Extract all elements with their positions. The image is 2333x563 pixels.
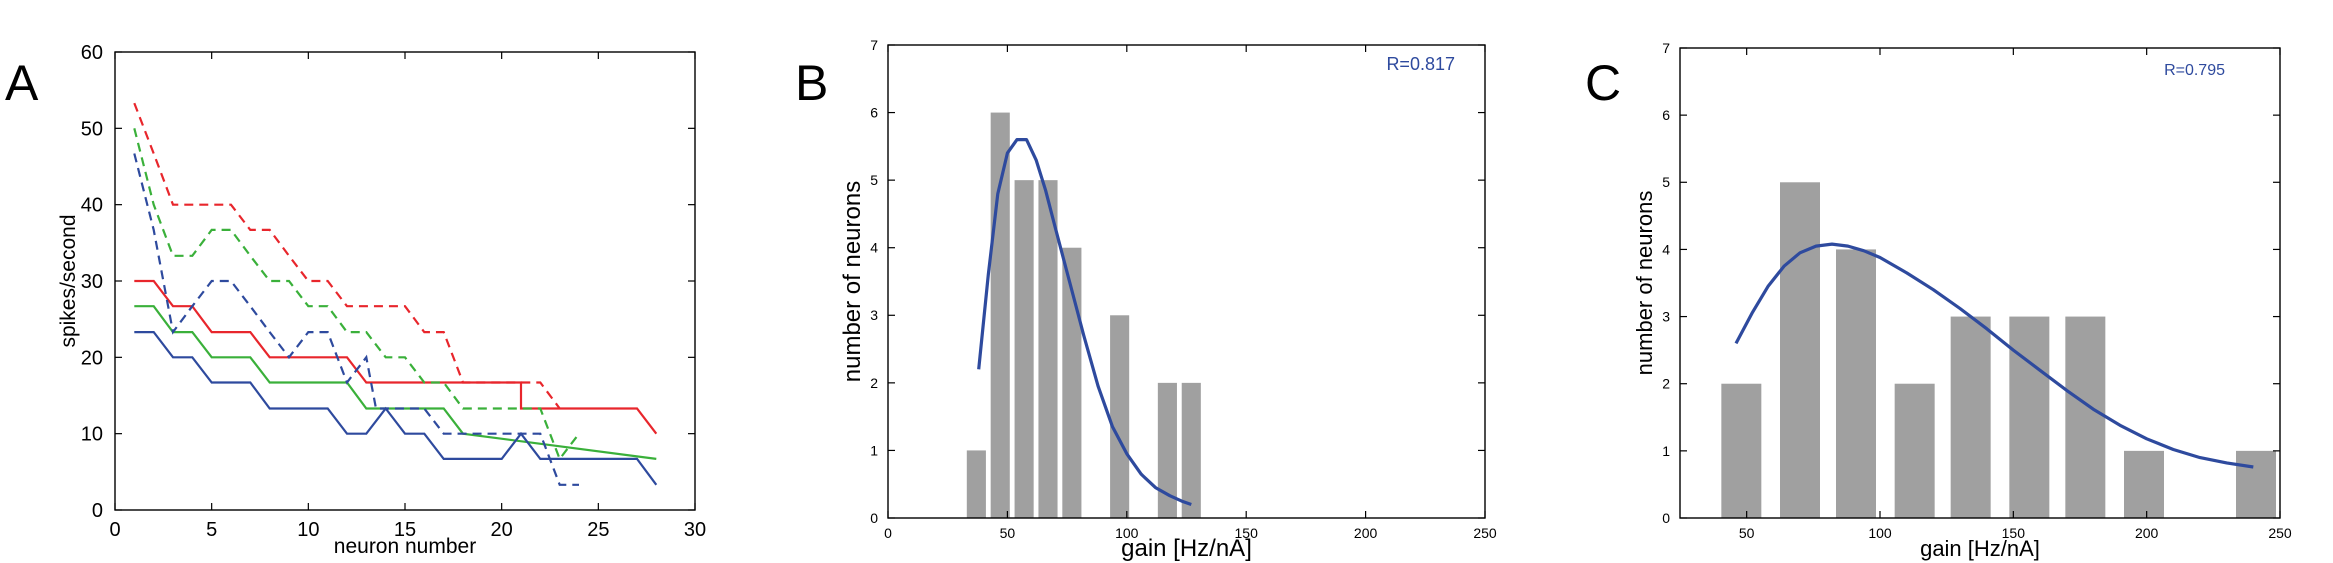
x-tick-label: 0 (109, 519, 120, 541)
panel-letter-c: C (1585, 55, 1621, 111)
bar-3 (1038, 180, 1058, 518)
panel-letter-b: B (795, 55, 828, 111)
bar-5 (1110, 315, 1130, 518)
y-tick-label: 20 (81, 347, 103, 369)
panel-c-histogram: 0 1 2 3 4 5 6 7 50 100 150 200 250 gain [Hz/nA] number… (1632, 40, 2292, 561)
x-tick-label: 30 (684, 519, 706, 541)
series-line-3 (133, 128, 580, 462)
x-tick-label: 150 (2002, 525, 2026, 541)
x-tick-label: 5 (206, 519, 217, 541)
y-tick-label: 1 (870, 442, 878, 458)
correlation-annotation: R=0.817 (1386, 54, 1455, 74)
y-tick-label: 7 (870, 37, 878, 53)
bar-7 (2124, 450, 2164, 518)
x-tick-label: 0 (884, 525, 892, 541)
bar-0 (966, 450, 986, 518)
y-tick-label: 4 (1662, 241, 1670, 257)
x-tick-label: 50 (1000, 525, 1016, 541)
y-tick-label: 7 (1662, 40, 1670, 56)
y-tick-label: 6 (1662, 107, 1670, 123)
bar-1 (1780, 182, 1820, 519)
x-tick-label: 200 (1354, 525, 1378, 541)
y-tick-label: 60 (81, 42, 103, 64)
y-tick-label: 0 (92, 500, 103, 522)
bar-3 (1894, 383, 1935, 518)
series-line-2 (134, 305, 657, 460)
fit-curve (1734, 242, 2254, 469)
y-tick-label: 50 (81, 118, 103, 140)
x-tick-label: 50 (1739, 525, 1755, 541)
y-tick-label: 5 (870, 172, 878, 188)
x-tick-label: 250 (2268, 525, 2292, 541)
axes-frame (1679, 47, 2281, 519)
x-tick-label: 150 (1235, 525, 1259, 541)
x-axis-title: gain [Hz/nA] (1121, 535, 1252, 562)
x-tick-label: 100 (1115, 525, 1139, 541)
bar-7 (1181, 382, 1201, 518)
y-axis-title: spikes/second (57, 214, 80, 347)
y-tick-label: 6 (870, 104, 878, 120)
panel-letter-a: A (5, 55, 39, 111)
y-tick-label: 2 (1662, 376, 1670, 392)
x-tick-label: 100 (1868, 525, 1892, 541)
y-tick-label: 5 (1662, 174, 1670, 190)
bar-8 (2236, 450, 2276, 518)
bar-2 (1014, 180, 1034, 518)
y-tick-label: 3 (1662, 308, 1670, 324)
y-tick-label: 30 (81, 271, 103, 293)
x-tick-label: 10 (297, 519, 319, 541)
bar-2 (1836, 249, 1876, 518)
x-tick-label: 25 (587, 519, 609, 541)
x-tick-label: 200 (2135, 525, 2159, 541)
bar-0 (1721, 383, 1762, 518)
y-tick-label: 4 (870, 240, 878, 256)
y-tick-label: 2 (870, 375, 878, 391)
x-axis-title: neuron number (334, 535, 476, 558)
y-axis-title: number of neurons (1632, 191, 1657, 376)
axes-frame (887, 44, 1486, 519)
bar-6 (2065, 316, 2106, 518)
x-axis-title: gain [Hz/nA] (1920, 536, 2040, 561)
bar-5 (2009, 316, 2050, 518)
series-line-1 (133, 102, 561, 410)
correlation-annotation: R=0.795 (2164, 62, 2225, 79)
bar-4 (1062, 247, 1082, 518)
y-axis-title: number of neurons (839, 181, 866, 382)
x-tick-label: 250 (1473, 525, 1497, 541)
series-line-0 (134, 279, 658, 435)
y-tick-label: 40 (81, 195, 103, 217)
bar-4 (1950, 316, 1991, 518)
panel-a-line-chart: 0 10 20 30 40 50 60 0 5 10 15 20 25 30 neuron number sp… (57, 42, 706, 558)
x-tick-label: 20 (491, 519, 513, 541)
panel-b-histogram: 0 1 2 3 4 5 6 7 0 50 100 150 200 250 gain [Hz/nA] numbe… (839, 37, 1497, 562)
bar-1 (990, 112, 1010, 519)
y-tick-label: 1 (1662, 443, 1670, 459)
y-tick-label: 0 (870, 510, 878, 526)
bar-6 (1157, 382, 1177, 518)
y-tick-label: 0 (1662, 510, 1670, 526)
x-tick-label: 15 (394, 519, 416, 541)
axes-frame (114, 51, 696, 511)
y-tick-label: 3 (870, 307, 878, 323)
fit-curve (977, 138, 1192, 507)
y-tick-label: 10 (81, 424, 103, 446)
series-line-5 (133, 153, 579, 486)
